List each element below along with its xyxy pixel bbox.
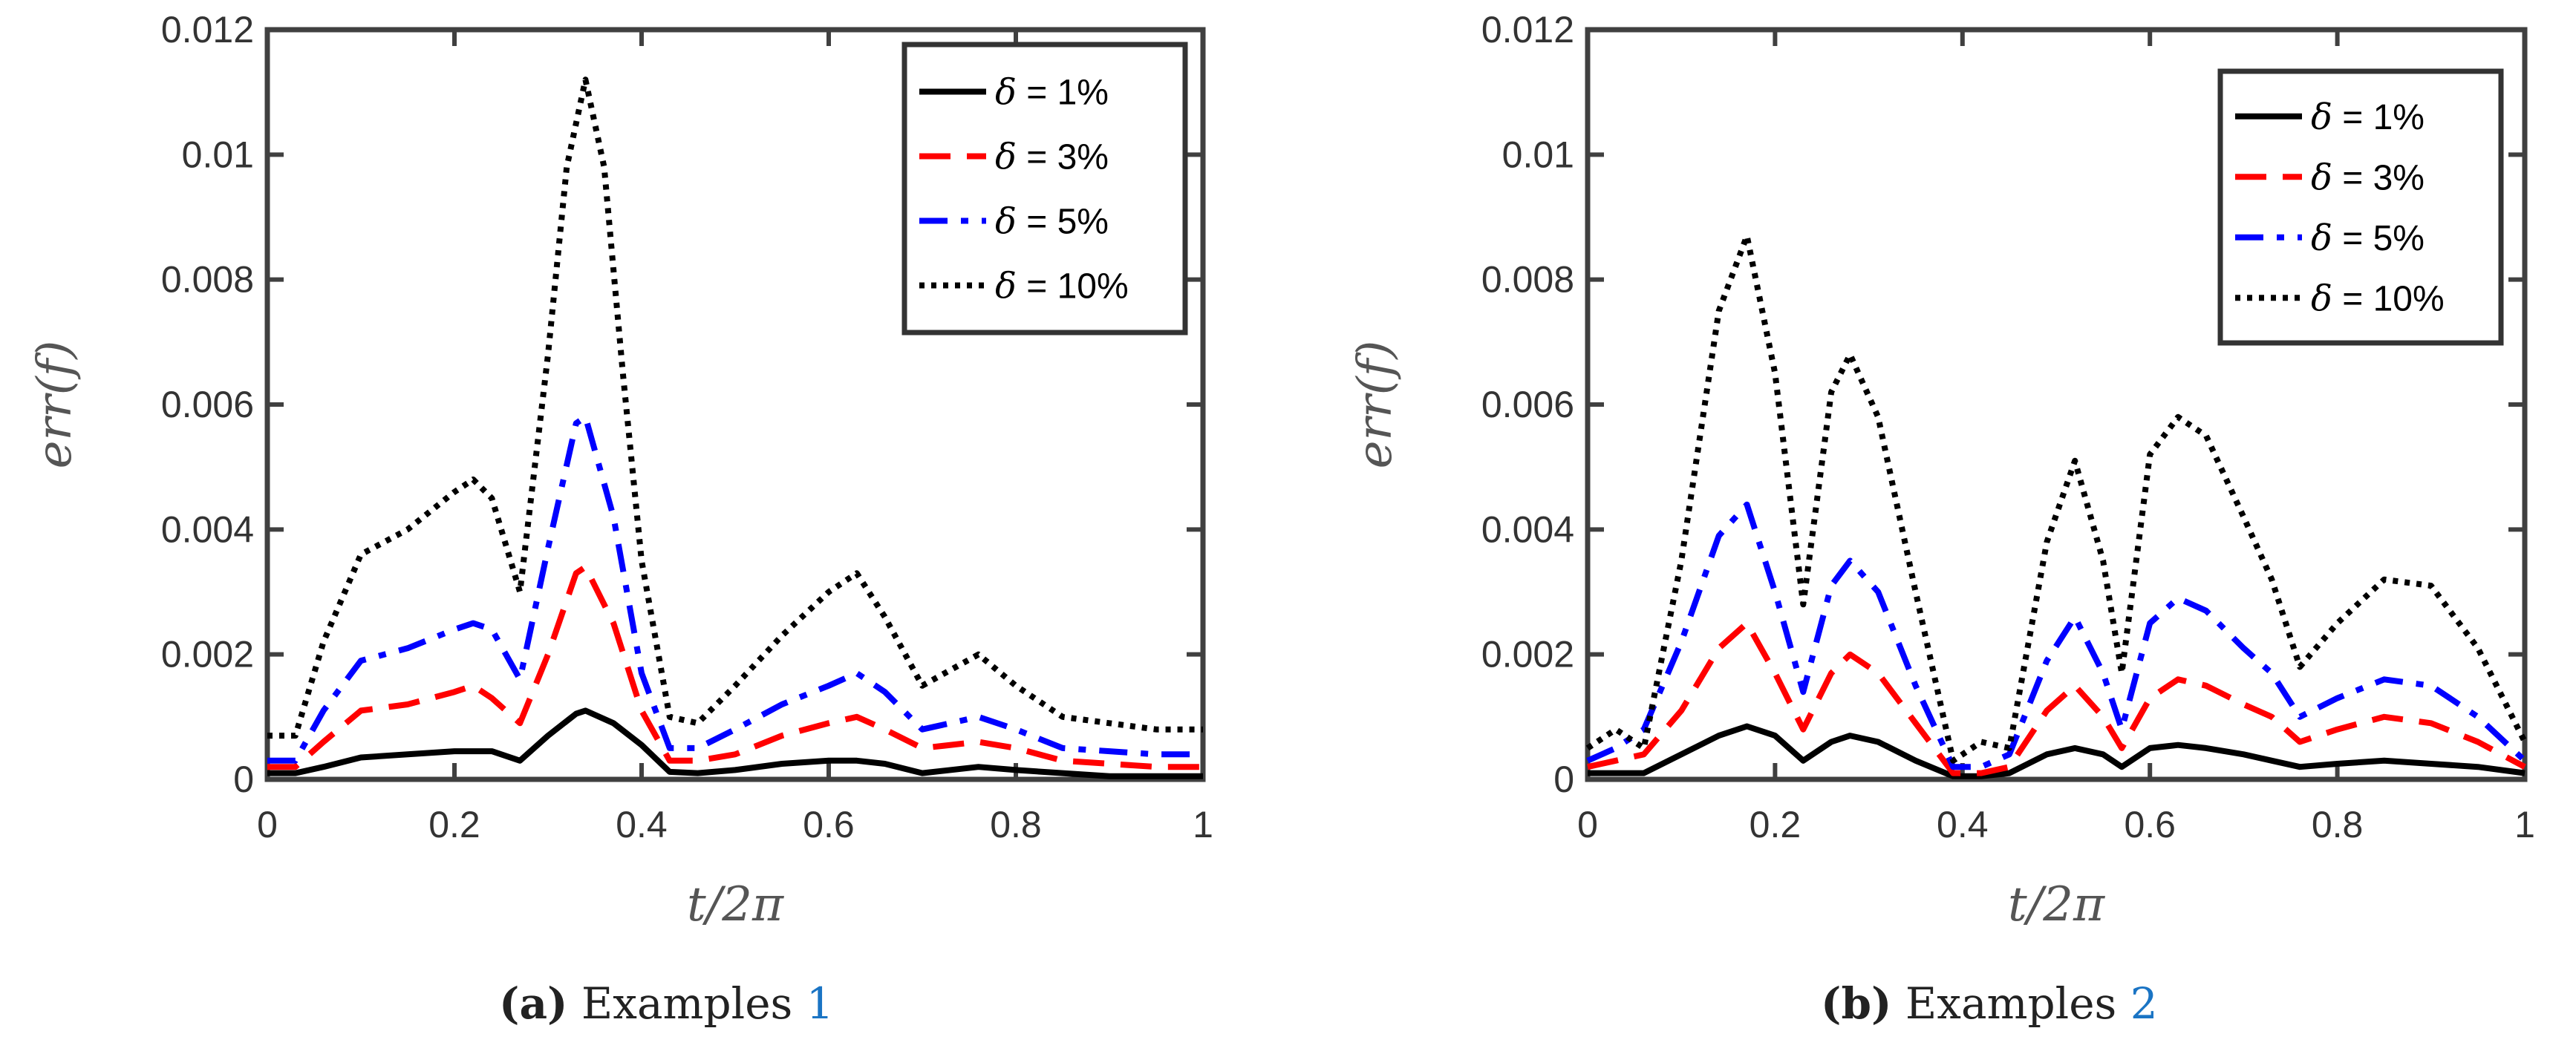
legend-label-1: δ = 3% — [2311, 157, 2425, 198]
legend-value: = 1% — [2332, 98, 2425, 137]
legend-value: = 1% — [1017, 73, 1109, 113]
caption-b-ref-link[interactable]: 2 — [2130, 978, 2158, 1029]
y-tick-label: 0.002 — [161, 634, 254, 675]
y-tick-label: 0.006 — [161, 384, 254, 425]
legend-delta-symbol: δ — [995, 72, 1017, 114]
legend-label-0: δ = 1% — [995, 72, 1109, 114]
legend-value: = 3% — [2332, 158, 2425, 197]
legend-label-0: δ = 1% — [2311, 96, 2425, 138]
y-tick-label: 0.002 — [1481, 634, 1574, 675]
y-tick-label: 0.01 — [182, 134, 254, 175]
series-line-2 — [1586, 501, 2527, 770]
series-line-3 — [1585, 232, 2528, 764]
chart-panel-1: 0 0.2 0.4 0.6 0.8 1 0 0.002 0.004 0.006 0.008 0.01 0… — [1348, 9, 2535, 932]
x-tick-label: 1 — [1193, 804, 1213, 845]
caption-a-ref-link[interactable]: 1 — [806, 978, 834, 1029]
legend-value: = 5% — [1017, 203, 1109, 242]
legend-value: = 10% — [1017, 267, 1129, 307]
legend-delta-symbol: δ — [995, 266, 1017, 307]
legend-value: = 5% — [2332, 219, 2425, 258]
legend-delta-symbol: δ — [2311, 217, 2332, 259]
y-axis-label: err(f) — [27, 341, 82, 469]
x-tick-label: 0.2 — [1750, 804, 1801, 845]
x-tick-label: 1 — [2514, 804, 2535, 845]
x-tick-label: 0.8 — [2312, 804, 2364, 845]
caption-a-text: Examples — [581, 978, 793, 1029]
x-tick-label: 0.4 — [1937, 804, 1989, 845]
x-tick-label: 0.2 — [428, 804, 480, 845]
y-tick-label: 0.004 — [1481, 508, 1574, 550]
y-tick-label: 0.012 — [161, 9, 254, 50]
x-tick-label: 0.6 — [803, 804, 855, 845]
caption-b-tag: (b) — [1821, 978, 1892, 1029]
legend-value: = 3% — [1017, 138, 1109, 177]
y-tick-label: 0.004 — [161, 508, 254, 550]
series-line-1 — [1587, 620, 2526, 776]
caption-b-text: Examples — [1905, 978, 2117, 1029]
x-axis-label: t/2π — [2008, 877, 2105, 932]
caption-b: (b) Examples 2 — [1821, 978, 2158, 1029]
legend: δ = 1%δ = 3%δ = 5%δ = 10% — [901, 42, 1188, 335]
legend-delta-symbol: δ — [2311, 278, 2332, 319]
y-tick-label: 0.008 — [1481, 259, 1574, 301]
legend-label-2: δ = 5% — [995, 201, 1109, 243]
legend-delta-symbol: δ — [995, 201, 1017, 243]
y-tick-label: 0.012 — [1481, 9, 1574, 50]
x-tick-label: 0 — [1577, 804, 1598, 845]
y-tick-label: 0 — [1553, 759, 1574, 800]
series-line-1 — [267, 563, 1203, 770]
y-tick-label: 0.008 — [161, 259, 254, 301]
legend: δ = 1%δ = 3%δ = 5%δ = 10% — [2217, 68, 2504, 346]
legend-delta-symbol: δ — [2311, 96, 2332, 138]
y-axis-label: err(f) — [1348, 341, 1403, 469]
chart-panel-0: 0 0.2 0.4 0.6 0.8 1 0 0.002 0.004 0.006 0.008 0.01 0… — [27, 9, 1213, 932]
legend-label-3: δ = 10% — [2311, 278, 2445, 319]
legend-delta-symbol: δ — [995, 137, 1017, 178]
legend-label-2: δ = 5% — [2311, 217, 2425, 259]
legend-label-1: δ = 3% — [995, 137, 1109, 178]
x-axis-label: t/2π — [687, 877, 784, 932]
x-tick-label: 0.4 — [616, 804, 668, 845]
legend-delta-symbol: δ — [2311, 157, 2332, 198]
series-line-0 — [267, 707, 1203, 779]
caption-a-tag: (a) — [499, 978, 568, 1029]
x-tick-label: 0.6 — [2124, 804, 2176, 845]
y-tick-label: 0.01 — [1502, 134, 1574, 175]
series-line-2 — [267, 413, 1203, 764]
legend-label-3: δ = 10% — [995, 266, 1129, 307]
x-tick-label: 0.8 — [990, 804, 1042, 845]
x-tick-label: 0 — [257, 804, 278, 845]
y-tick-label: 0.006 — [1481, 384, 1574, 425]
series-line-0 — [1588, 723, 2526, 779]
caption-a: (a) Examples 1 — [499, 978, 834, 1029]
y-tick-label: 0 — [233, 759, 254, 800]
legend-value: = 10% — [2332, 279, 2445, 318]
